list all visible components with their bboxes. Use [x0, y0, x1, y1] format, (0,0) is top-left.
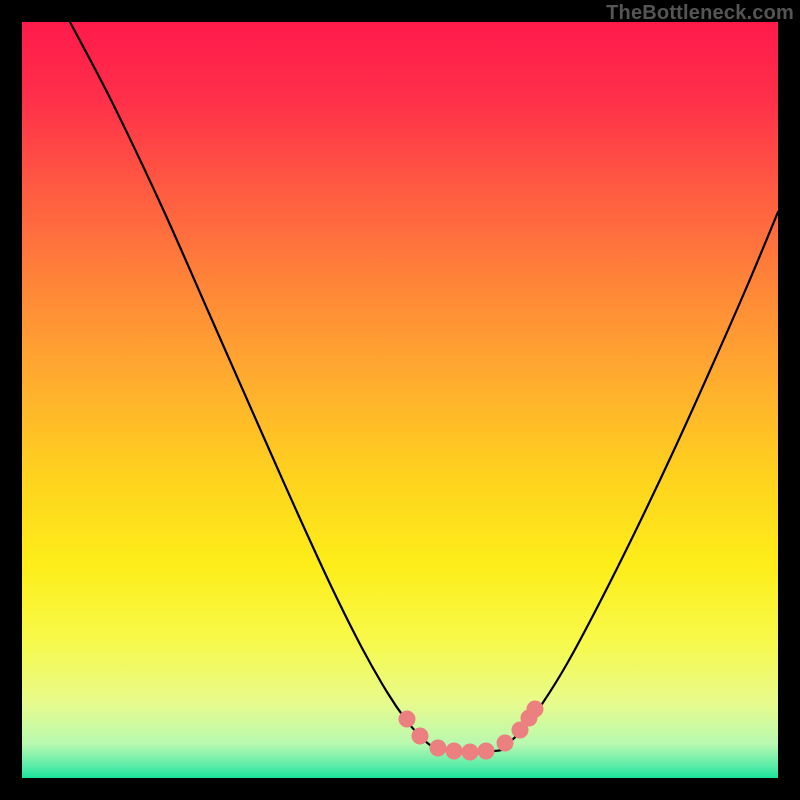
data-marker: [462, 744, 479, 761]
data-marker: [478, 743, 495, 760]
data-marker: [527, 701, 544, 718]
bottleneck-chart: [0, 0, 800, 800]
data-marker: [446, 743, 463, 760]
chart-frame: TheBottleneck.com: [0, 0, 800, 800]
attribution-label: TheBottleneck.com: [606, 2, 794, 25]
data-marker: [497, 735, 514, 752]
data-marker: [399, 711, 416, 728]
data-marker: [412, 728, 429, 745]
plot-background: [22, 22, 778, 778]
data-marker: [430, 740, 447, 757]
